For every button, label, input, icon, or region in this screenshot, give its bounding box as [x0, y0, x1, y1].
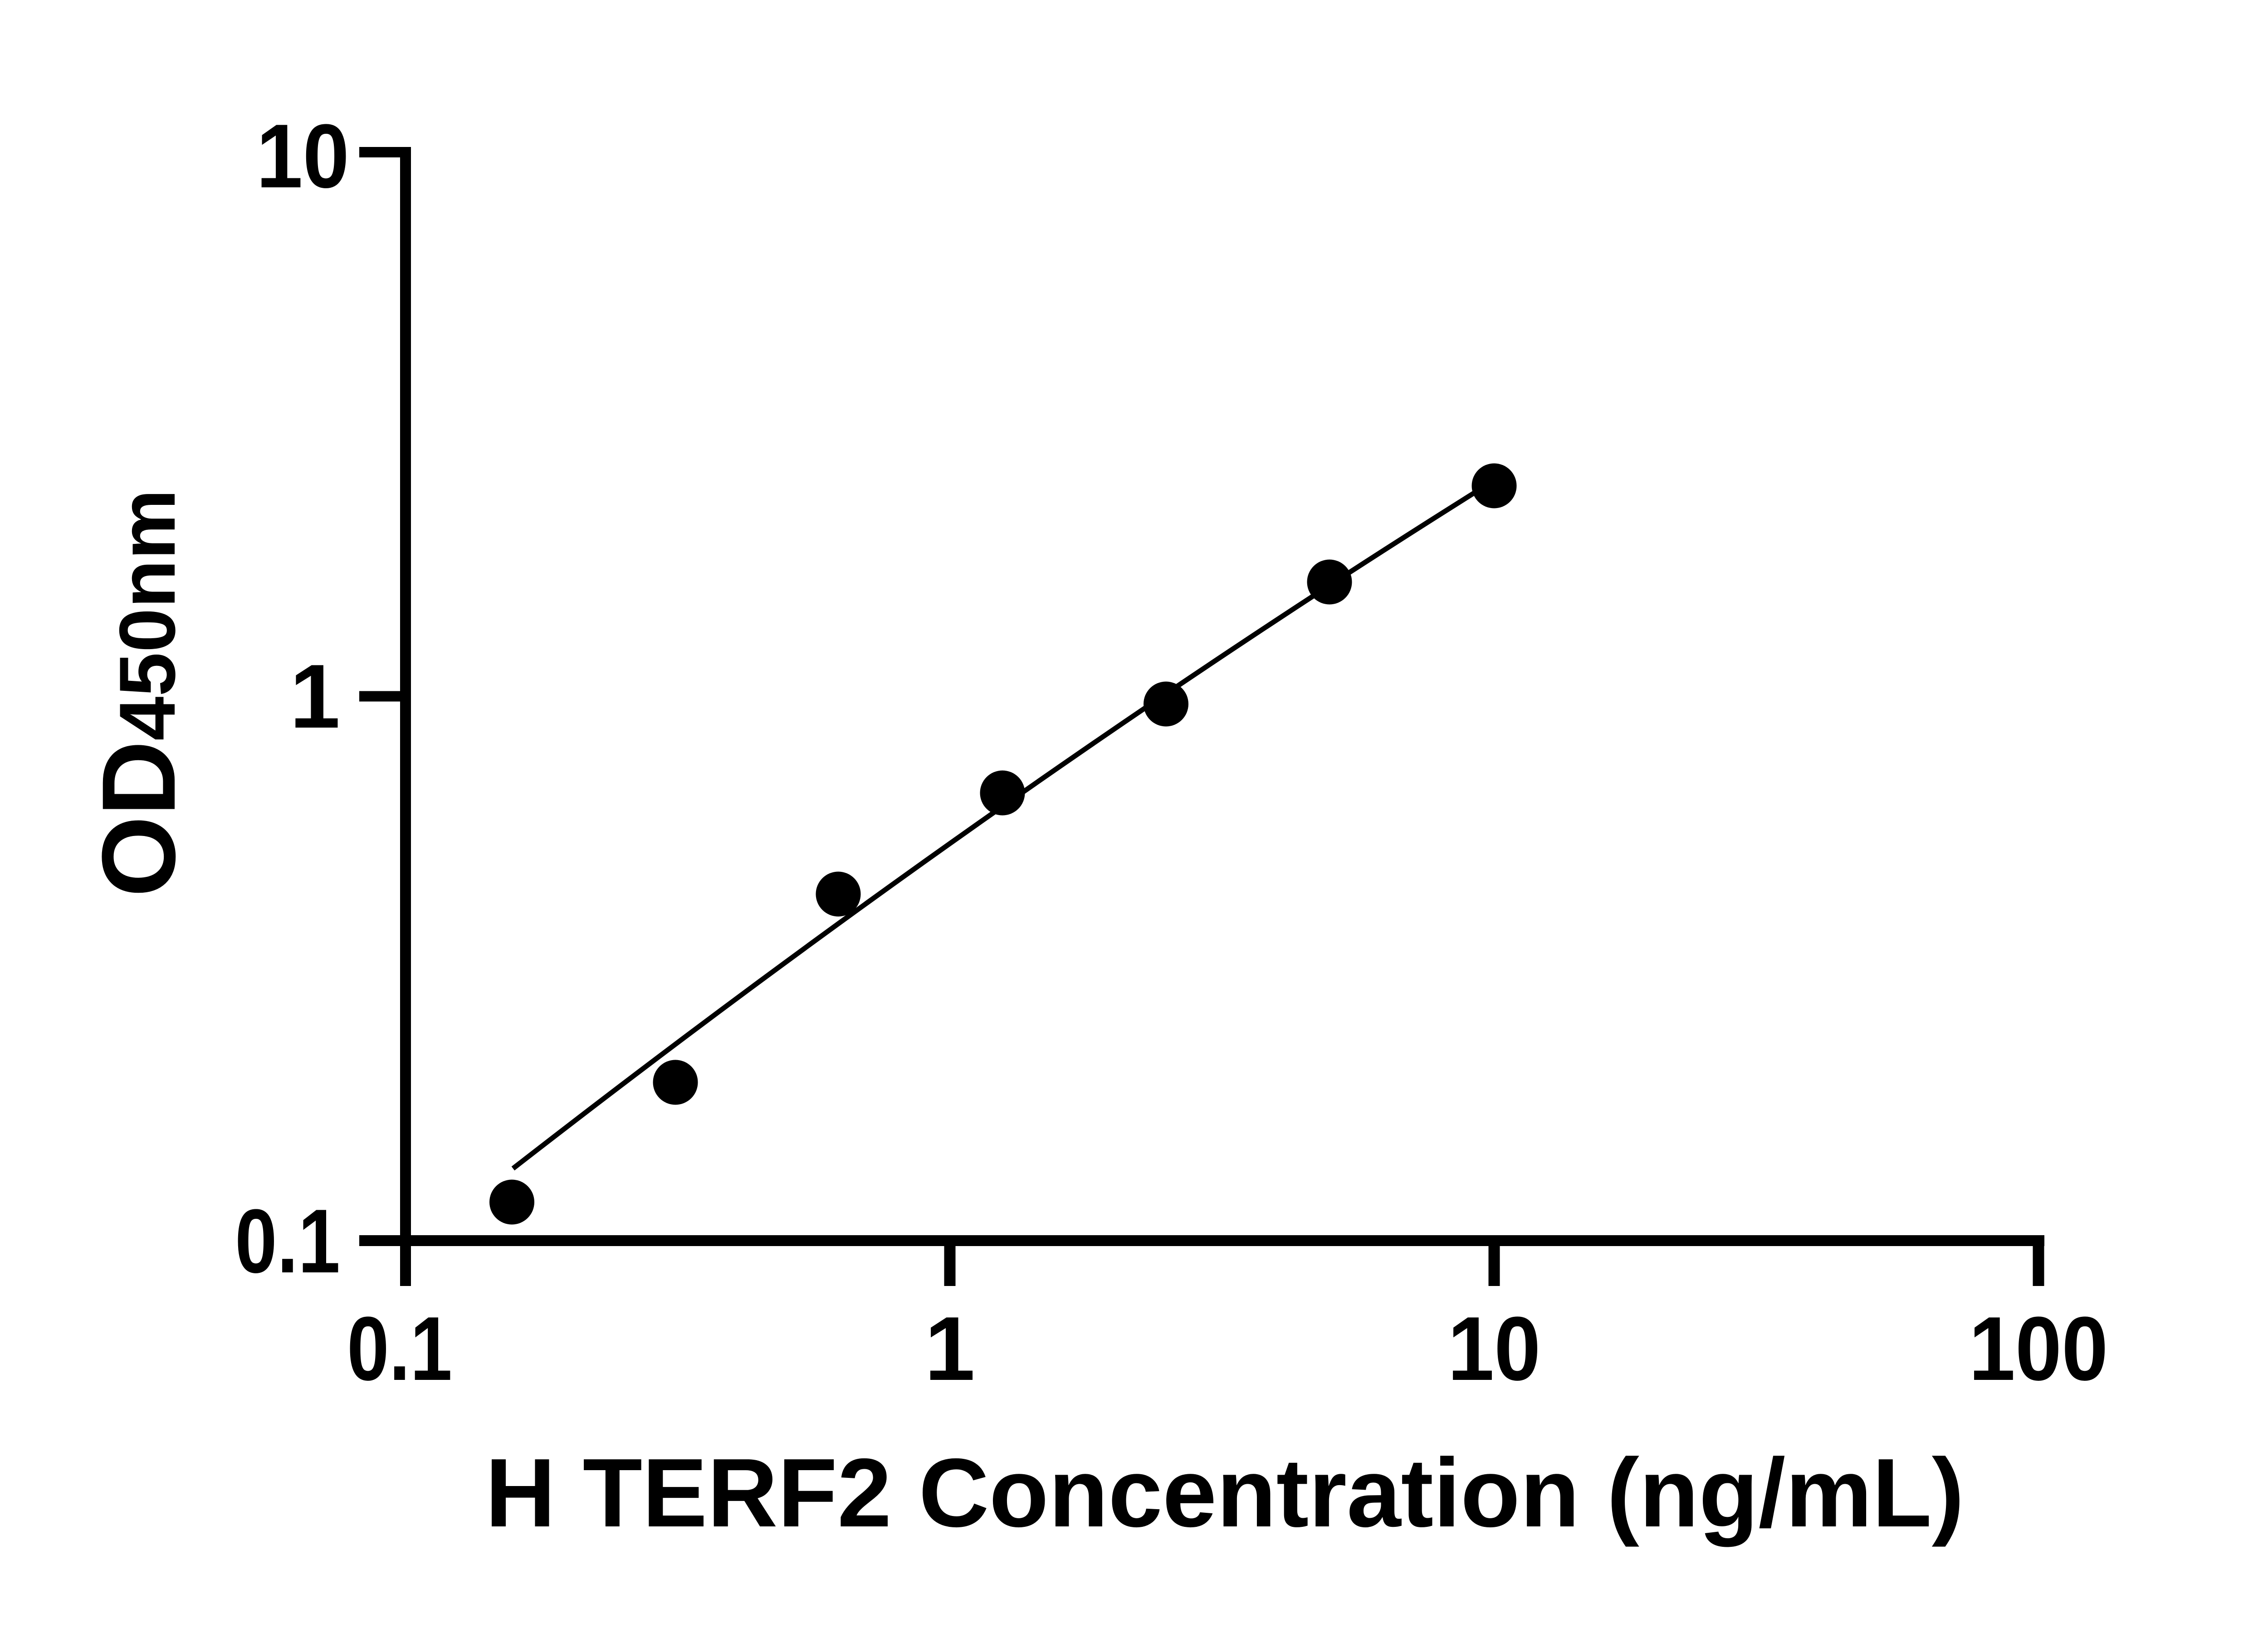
- svg-text:0.1: 0.1: [347, 1298, 452, 1399]
- svg-text:100: 100: [1969, 1298, 2108, 1399]
- svg-text:H TERF2 Concentration (ng/mL): H TERF2 Concentration (ng/mL): [485, 1438, 1965, 1547]
- svg-text:0.1: 0.1: [235, 1191, 340, 1292]
- svg-text:1: 1: [924, 1298, 975, 1399]
- svg-text:OD450nm: OD450nm: [80, 489, 197, 897]
- svg-text:1: 1: [290, 646, 340, 747]
- svg-text:10: 10: [256, 106, 349, 207]
- svg-text:10: 10: [1448, 1298, 1541, 1399]
